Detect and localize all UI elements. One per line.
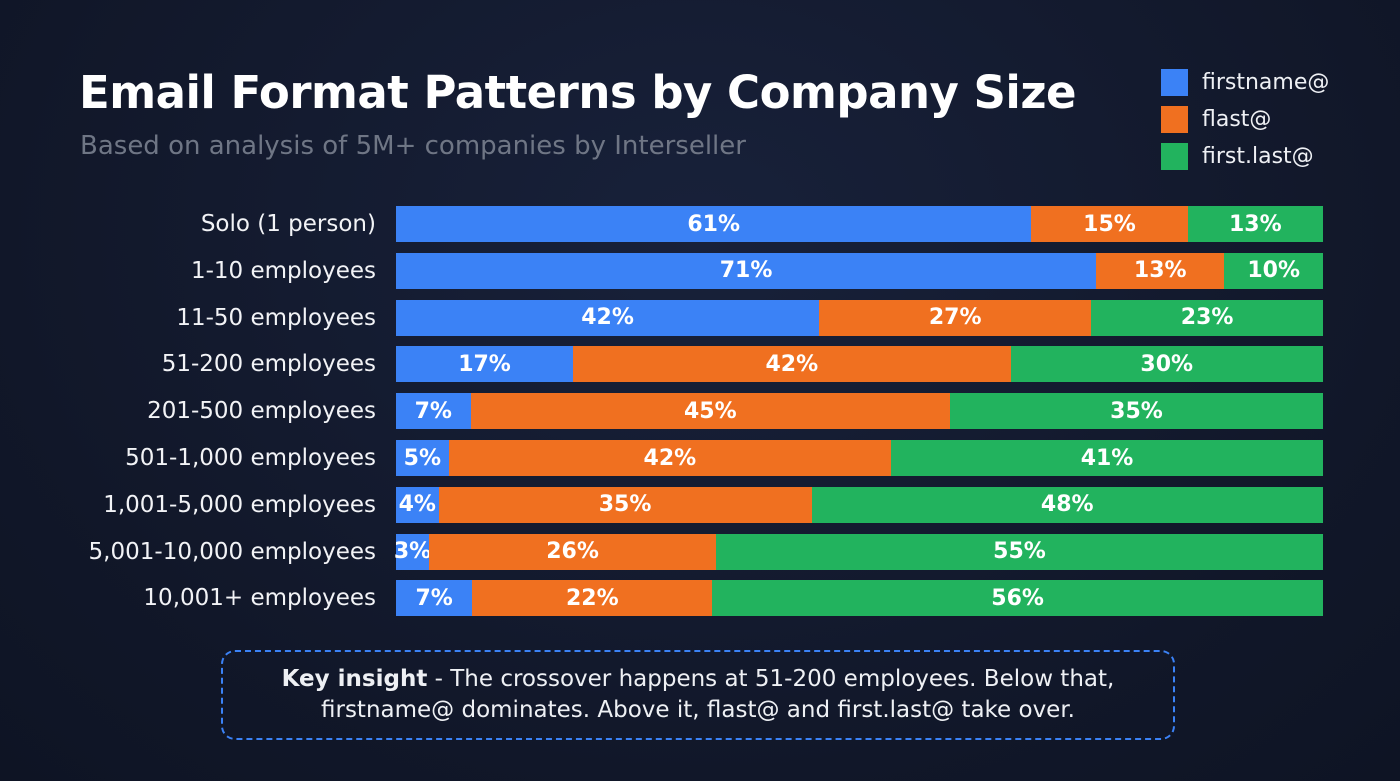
data-label: 3% [393,539,432,565]
bar-segment: 27% [819,299,1092,336]
bar-segment: 71% [396,252,1097,289]
bar-segment: 23% [1091,299,1323,336]
legend: firstname@ flast@ first.last@ [1161,64,1329,175]
data-label: 13% [1228,211,1282,237]
category-label: 1,001-5,000 employees [103,491,376,518]
legend-swatch [1161,143,1188,170]
bar-segment: 4% [396,486,439,523]
data-label: 56% [991,585,1044,611]
bar-segment: 41% [891,440,1323,476]
bar-segment: 55% [716,533,1323,570]
legend-swatch [1161,69,1188,96]
category-label: 11-50 employees [176,304,376,331]
legend-item-flast: flast@ [1161,101,1329,138]
bar-segment: 3% [393,533,432,570]
chart-title: Email Format Patterns by Company Size [79,66,1077,119]
bar-row: 4% 35% 48% [396,486,1323,523]
data-label: 23% [1180,305,1234,331]
insight-lead: Key insight [281,666,428,692]
bar-segment: 45% [470,393,951,430]
bar-segment: 42% [448,440,892,476]
key-insight-box: Key insight - The crossover happens at 5… [221,650,1175,740]
bar-segment: 13% [1187,206,1323,242]
bar-row: 71% 13% 10% [396,252,1323,289]
bar-segment: 48% [811,486,1323,523]
data-label: 30% [1140,351,1194,377]
bar-segment: 61% [396,206,1032,242]
bar-row: 5% 42% 41% [396,440,1323,476]
bar-segment: 26% [429,533,717,570]
bar-segment: 13% [1096,252,1225,289]
data-label: 7% [414,398,452,424]
bar-row: 42% 27% 23% [396,299,1323,336]
bar-segment: 35% [438,486,812,523]
insight-text: - The crossover happens at 51-200 employ… [321,666,1115,723]
data-label: 42% [643,445,697,471]
data-label: 41% [1080,445,1134,471]
bar-row: 7% 22% 56% [396,580,1323,617]
data-label: 45% [683,398,737,424]
bar-segment: 5% [396,440,449,476]
legend-label: flast@ [1202,107,1272,132]
bar-segment: 22% [472,580,713,617]
bar-segment: 35% [950,393,1323,430]
data-label: 5% [403,445,441,471]
bar-row: 3% 26% 55% [393,533,1323,570]
category-label: 5,001-10,000 employees [88,538,376,565]
bar-segment: 30% [1010,346,1323,383]
data-label: 4% [398,492,436,518]
data-label: 35% [1110,398,1163,424]
category-label: 10,001+ employees [143,585,376,612]
legend-label: first.last@ [1202,144,1314,169]
legend-item-firstname: firstname@ [1161,64,1329,101]
bar-row: 17% 42% 30% [396,346,1323,383]
chart-subtitle: Based on analysis of 5M+ companies by In… [80,131,746,161]
data-label: 27% [928,305,982,331]
data-label: 7% [415,585,453,611]
bar-segment: 56% [712,580,1323,617]
data-label: 71% [719,258,773,284]
data-label: 10% [1247,258,1300,284]
category-label: 1-10 employees [190,257,376,284]
data-label: 42% [765,351,819,377]
legend-label: firstname@ [1202,70,1330,95]
data-label: 15% [1083,211,1136,237]
data-label: 26% [546,539,599,565]
data-label: 17% [458,351,511,377]
bar-segment: 15% [1031,206,1188,242]
category-label: Solo (1 person) [200,211,376,237]
bar-segment: 42% [573,346,1011,383]
bar-segment: 7% [396,393,471,430]
data-label: 48% [1040,492,1094,518]
bar-row: 7% 45% 35% [396,393,1323,430]
data-label: 61% [687,211,741,237]
category-label: 51-200 employees [161,351,376,378]
legend-item-first-last: first.last@ [1161,138,1329,175]
bar-segment: 17% [396,346,574,383]
legend-swatch [1161,106,1188,133]
bar-segment: 10% [1224,252,1323,289]
category-label: 201-500 employees [147,398,376,425]
category-label: 501-1,000 employees [125,445,376,471]
bar-segment: 7% [396,580,473,617]
bar-segment: 42% [396,299,820,336]
data-label: 55% [993,539,1046,565]
data-label: 35% [598,492,652,518]
bar-row: 61% 15% 13% [396,206,1323,242]
data-label: 22% [565,585,619,611]
data-label: 13% [1133,258,1187,284]
data-label: 42% [581,305,634,331]
